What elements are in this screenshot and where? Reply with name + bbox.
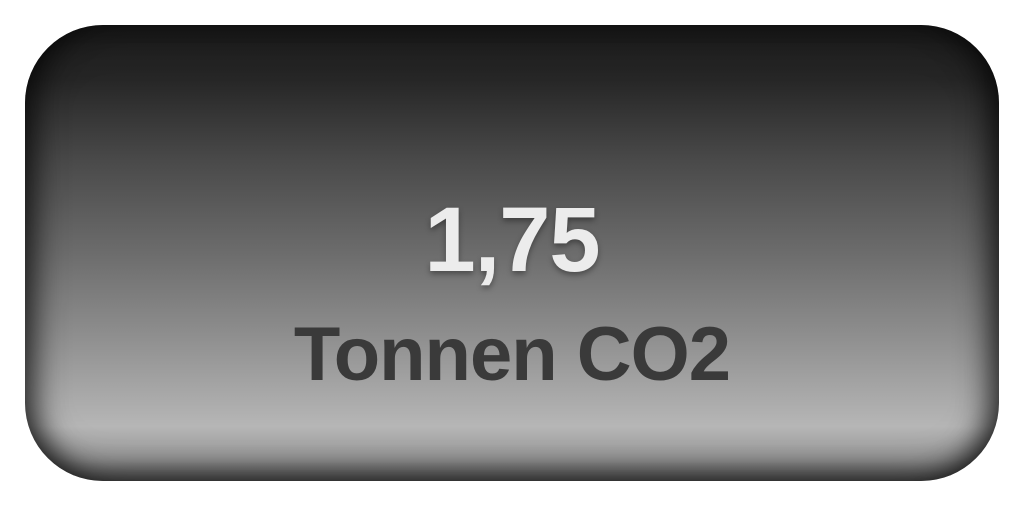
co2-value: 1,75 [424, 189, 600, 291]
co2-unit-label: Tonnen CO2 [293, 312, 731, 397]
co2-stat-card: 1,75 Tonnen CO2 [25, 25, 999, 481]
